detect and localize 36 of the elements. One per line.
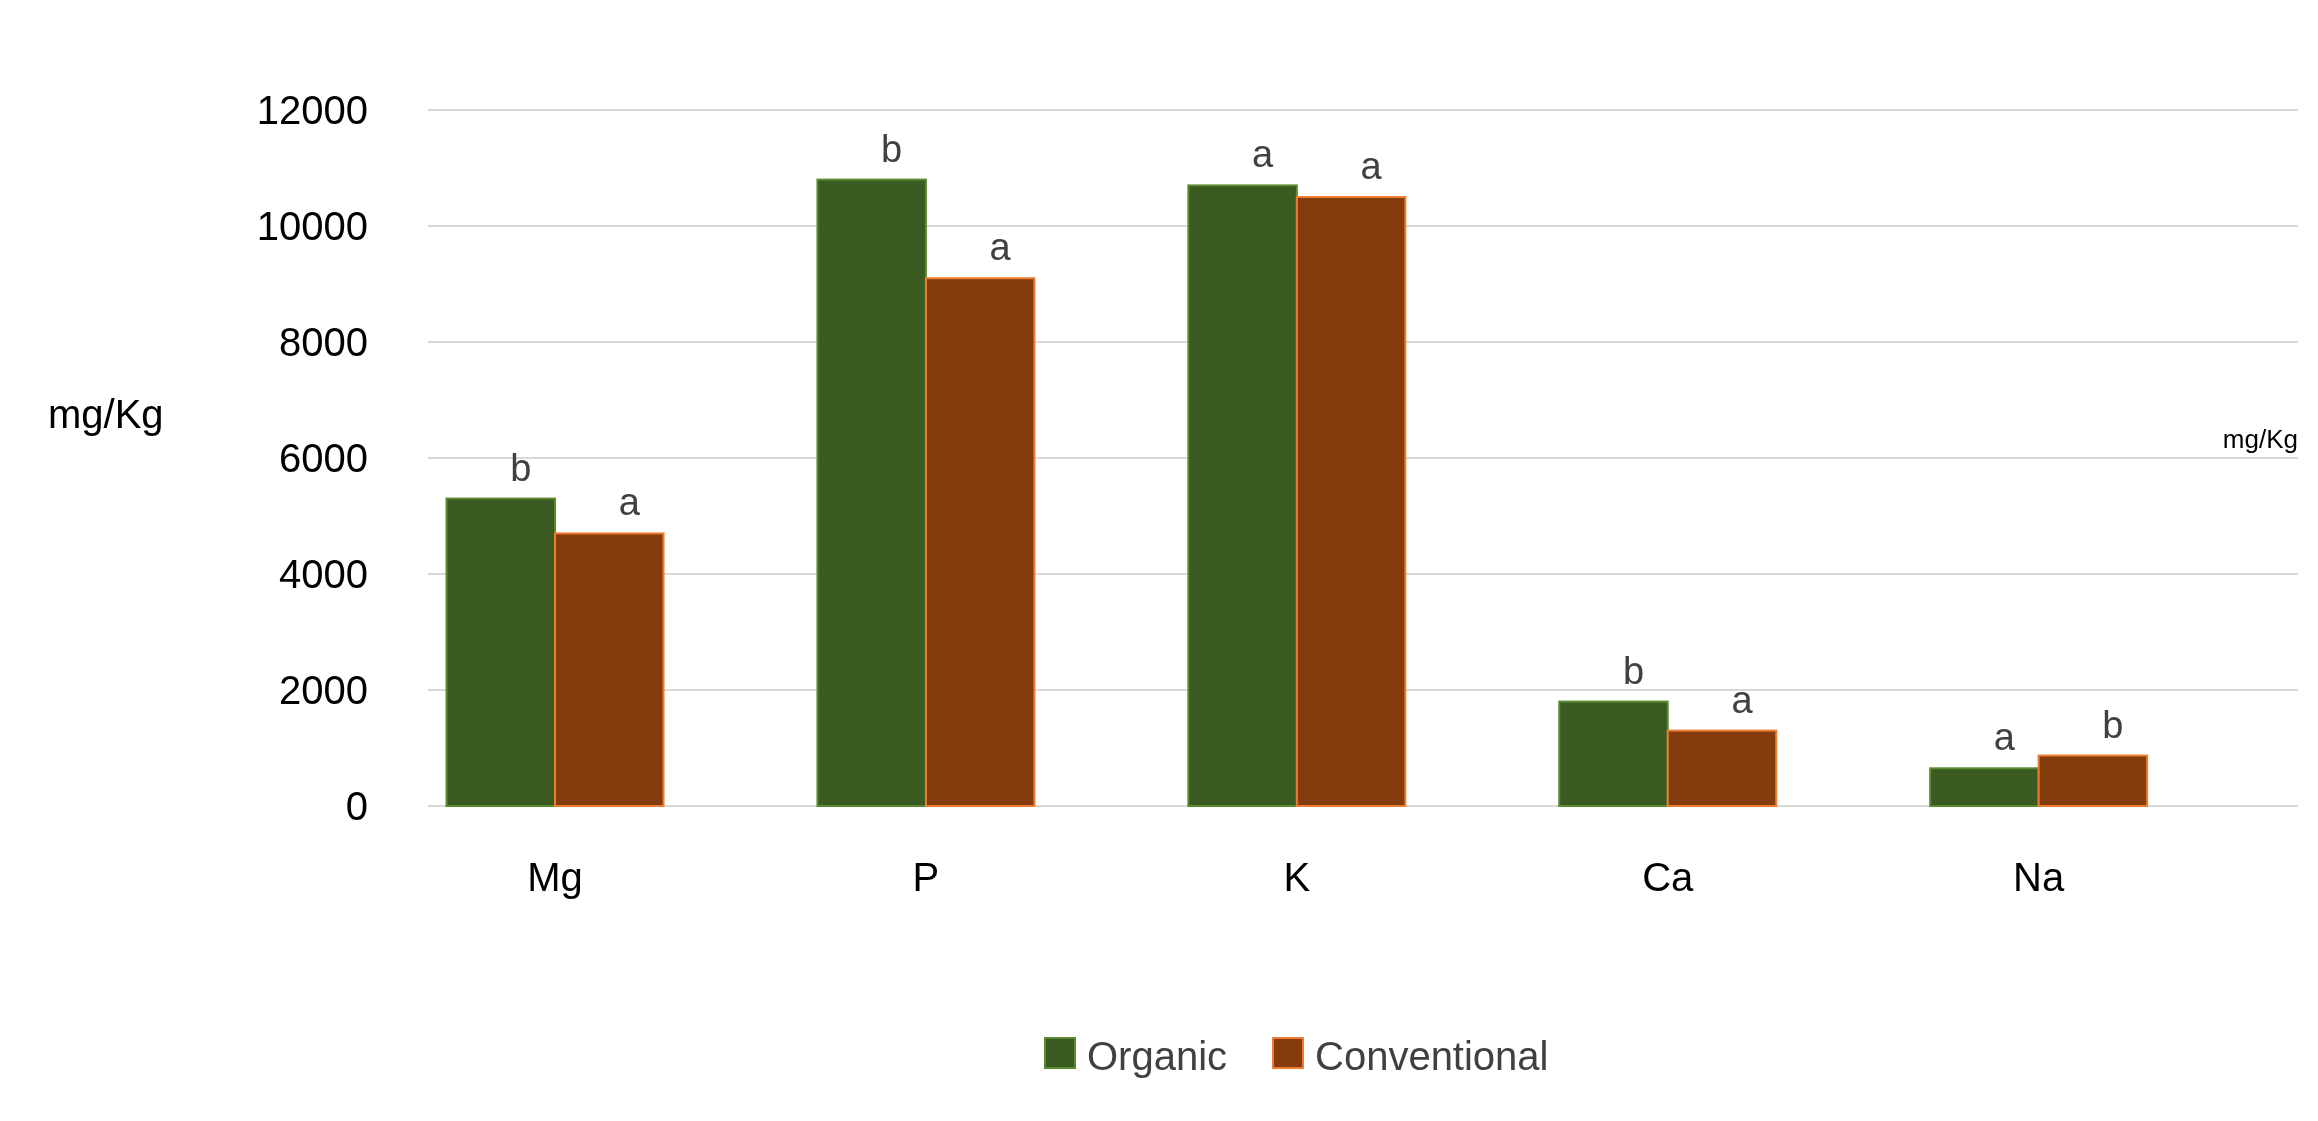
annotation: b [881, 127, 903, 170]
x-tick-label: Mg [527, 855, 583, 899]
y-tick-label: 12000 [256, 88, 368, 132]
y2-axis-title: mg/Kg [2222, 424, 2298, 454]
y-tick-label: 6000 [279, 436, 368, 480]
annotation: b [510, 446, 532, 489]
y-tick-label: 0 [345, 784, 368, 828]
annotation: a [989, 226, 1012, 269]
annotation: b [2102, 703, 2124, 746]
bar [1558, 700, 1669, 807]
y-tick-label: 2000 [279, 668, 368, 712]
bar [1666, 729, 1778, 807]
bar [1295, 196, 1407, 807]
annotation: a [1252, 133, 1275, 176]
y-tick-label: 4000 [279, 552, 368, 596]
y-tick-label: 10000 [256, 204, 368, 248]
annotation: b [1622, 649, 1645, 692]
bar [445, 497, 557, 807]
x-tick-label: Ca [1642, 855, 1695, 899]
bar [924, 277, 1036, 807]
bar [1187, 184, 1298, 807]
y-axis-title: mg/Kg [48, 392, 164, 436]
legend-label: Organic [1087, 1034, 1228, 1078]
annotation: a [1360, 145, 1383, 187]
legend-label: Conventional [1315, 1034, 1549, 1078]
annotation: a [1993, 716, 2016, 759]
bar [554, 532, 665, 807]
x-tick-label: K [1283, 855, 1311, 899]
x-tick-label: P [912, 855, 940, 899]
bar [816, 178, 927, 807]
x-tick-label: Na [2013, 855, 2065, 899]
annotation: a [1731, 678, 1754, 721]
bar [2037, 754, 2149, 807]
y-tick-label: 8000 [279, 320, 368, 364]
bar [1929, 767, 2040, 807]
annotation: a [618, 481, 641, 524]
